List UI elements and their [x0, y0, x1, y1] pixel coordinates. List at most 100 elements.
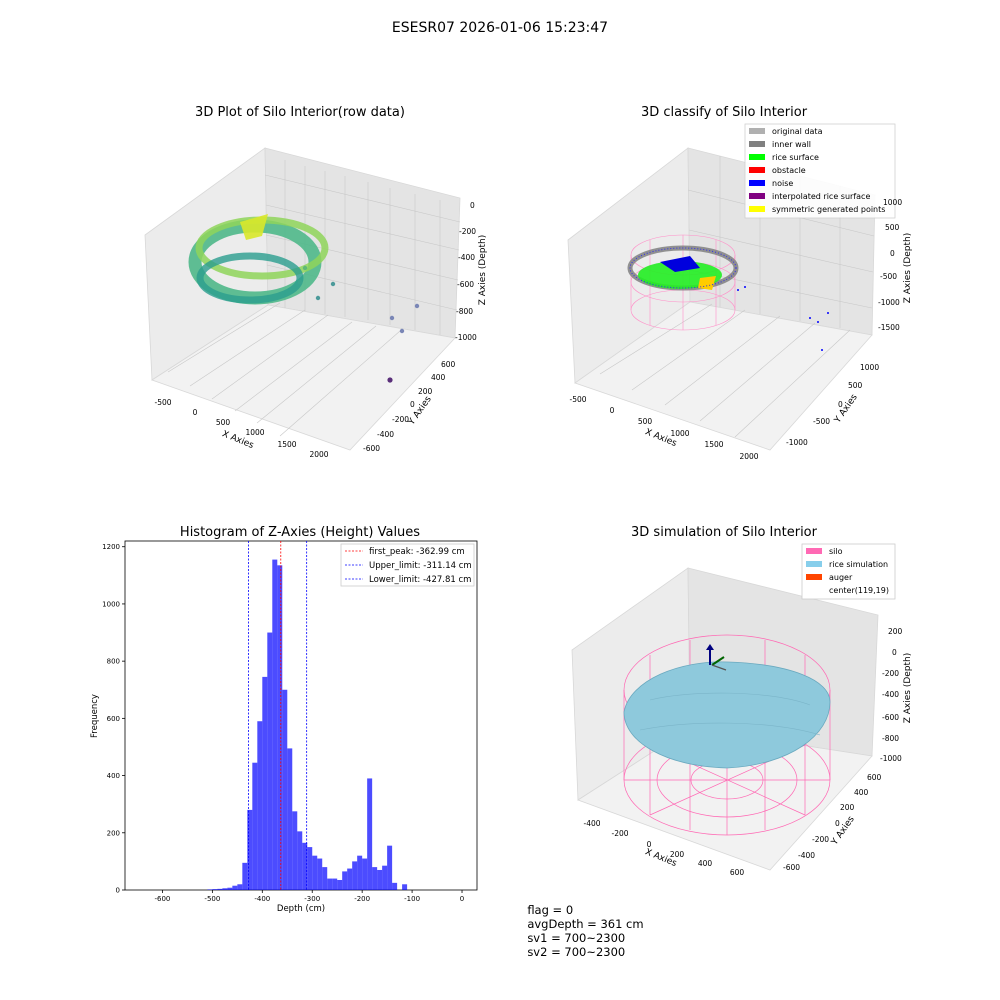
y-tick-label: 200 — [107, 829, 120, 837]
panel-histogram: Histogram of Z-Axies (Height) Values -60… — [90, 525, 478, 914]
x-tick-label: -500 — [569, 395, 586, 404]
z-tick-label: 0 — [890, 249, 895, 258]
panel-classify-3d: 3D classify of Silo Interior — [567, 105, 913, 461]
x-tick-label: 600 — [730, 868, 745, 877]
z-tick-label: -200 — [882, 669, 899, 678]
panel4-z-ticks: -1000 -800 -600 -400 -200 0 200 — [880, 627, 903, 763]
x-tick-label: -500 — [204, 895, 220, 903]
y-tick-label: 600 — [107, 715, 120, 723]
z-tick-label: -600 — [457, 280, 474, 289]
z-tick-label: -200 — [459, 227, 476, 236]
hist-bar — [257, 721, 263, 890]
z-tick-label: 1000 — [883, 198, 902, 207]
legend-auger: auger — [829, 573, 853, 582]
x-tick-label: 2000 — [739, 452, 758, 461]
z-tick-label: -800 — [456, 307, 473, 316]
hist-bar — [317, 858, 323, 890]
y-tick-label: 200 — [418, 387, 433, 396]
panel2-ylabel: Y Axies — [832, 392, 860, 425]
hist-bar — [377, 869, 383, 890]
y-tick-label: -1000 — [786, 438, 808, 447]
panel4-y-ticks: -600 -400 -200 0 200 400 600 — [783, 773, 882, 872]
x-tick-label: 0 — [647, 840, 652, 849]
x-tick-label: -400 — [254, 895, 270, 903]
panel4-x-ticks: -400 -200 0 200 400 600 — [583, 819, 744, 877]
panel4-zlabel: Z Axies (Depth) — [903, 653, 913, 724]
x-tick-label: 400 — [698, 859, 713, 868]
hist-bars — [207, 559, 408, 890]
z-tick-label: -1500 — [878, 323, 900, 332]
hist-bar — [382, 865, 388, 890]
hist-legend: first_peak: -362.99 cm Upper_limit: -311… — [340, 543, 475, 587]
x-tick-label: 200 — [670, 850, 685, 859]
status-avg-depth: avgDepth = 361 cm — [527, 917, 644, 931]
legend-upper-limit: Upper_limit: -311.14 cm — [369, 561, 472, 571]
x-tick-label: 0 — [460, 895, 464, 903]
hist-bar — [387, 845, 393, 890]
z-tick-label: -500 — [880, 272, 897, 281]
x-tick-label: 1000 — [245, 428, 264, 437]
x-tick-label: -600 — [155, 895, 171, 903]
panel2-title: 3D classify of Silo Interior — [641, 105, 808, 120]
hist-bar — [362, 858, 368, 890]
hist-bar — [327, 878, 333, 890]
y-tick-label: -200 — [812, 835, 829, 844]
panel-row-data-3d: 3D Plot of Silo Interior(row data) — [144, 105, 488, 459]
legend-first-peak: first_peak: -362.99 cm — [369, 547, 465, 557]
hist-ylabel: Frequency — [90, 694, 100, 738]
legend-rice-surface: rice surface — [772, 153, 819, 162]
y-tick-label: 400 — [431, 373, 446, 382]
x-tick-label: 1500 — [704, 440, 723, 449]
hist-bar — [302, 842, 308, 890]
hist-bar — [287, 748, 293, 890]
hist-bar — [247, 809, 253, 890]
z-tick-label: 500 — [885, 223, 900, 232]
y-tick-label: 400 — [107, 772, 120, 780]
legend-lower-limit: Lower_limit: -427.81 cm — [369, 575, 471, 585]
status-sv1: sv1 = 700~2300 — [527, 931, 626, 945]
z-tick-label: -1000 — [878, 298, 900, 307]
hist-bar — [332, 878, 338, 890]
legend-silo: silo — [829, 547, 843, 556]
figure-suptitle: ESESR07 2026-01-06 15:23:47 — [392, 20, 608, 36]
hist-bar — [352, 861, 358, 890]
panel2-classified-points — [627, 245, 829, 351]
hist-bar — [282, 689, 288, 890]
y-tick-label: 800 — [107, 658, 120, 666]
hist-bar — [217, 888, 223, 890]
hist-bar — [272, 559, 278, 890]
x-tick-label: -100 — [404, 895, 420, 903]
panel2-x-ticks: -500 0 500 1000 1500 2000 — [569, 395, 758, 461]
legend-symmetric: symmetric generated points — [772, 205, 885, 214]
hist-y-ticks: 0 200 400 600 800 1000 1200 — [102, 543, 125, 895]
y-tick-label: 600 — [441, 360, 456, 369]
hist-bar — [367, 778, 373, 890]
hist-bar — [237, 884, 243, 890]
x-tick-label: -400 — [583, 819, 600, 828]
panel4-legend: silo rice simulation auger center(119,19… — [801, 543, 896, 600]
panel1-z-ticks: -1000 -800 -600 -400 -200 0 — [455, 201, 477, 342]
legend-interpolated: interpolated rice surface — [772, 192, 870, 201]
y-tick-label: -600 — [363, 444, 380, 453]
legend-noise: noise — [772, 179, 793, 188]
hist-bar — [207, 889, 213, 890]
x-tick-label: -200 — [611, 829, 628, 838]
z-tick-label: -400 — [458, 253, 475, 262]
panel-simulation-3d: 3D simulation of Silo Interior — [571, 525, 913, 877]
x-tick-label: -300 — [304, 895, 320, 903]
z-tick-label: -1000 — [880, 754, 902, 763]
x-tick-label: 500 — [216, 418, 231, 427]
hist-bar — [312, 855, 318, 890]
y-tick-label: 1000 — [102, 600, 120, 608]
panel1-title: 3D Plot of Silo Interior(row data) — [195, 105, 405, 120]
z-tick-label: -800 — [882, 734, 899, 743]
y-tick-label: 400 — [854, 788, 869, 797]
hist-x-ticks: -600 -500 -400 -300 -200 -100 0 — [155, 890, 464, 903]
y-tick-label: -400 — [798, 851, 815, 860]
y-tick-label: 0 — [410, 400, 415, 409]
hist-bar — [337, 879, 343, 890]
hist-bar — [307, 847, 313, 890]
hist-bar — [242, 862, 248, 890]
panel1-x-ticks: -500 0 500 1000 1500 2000 — [154, 398, 328, 459]
